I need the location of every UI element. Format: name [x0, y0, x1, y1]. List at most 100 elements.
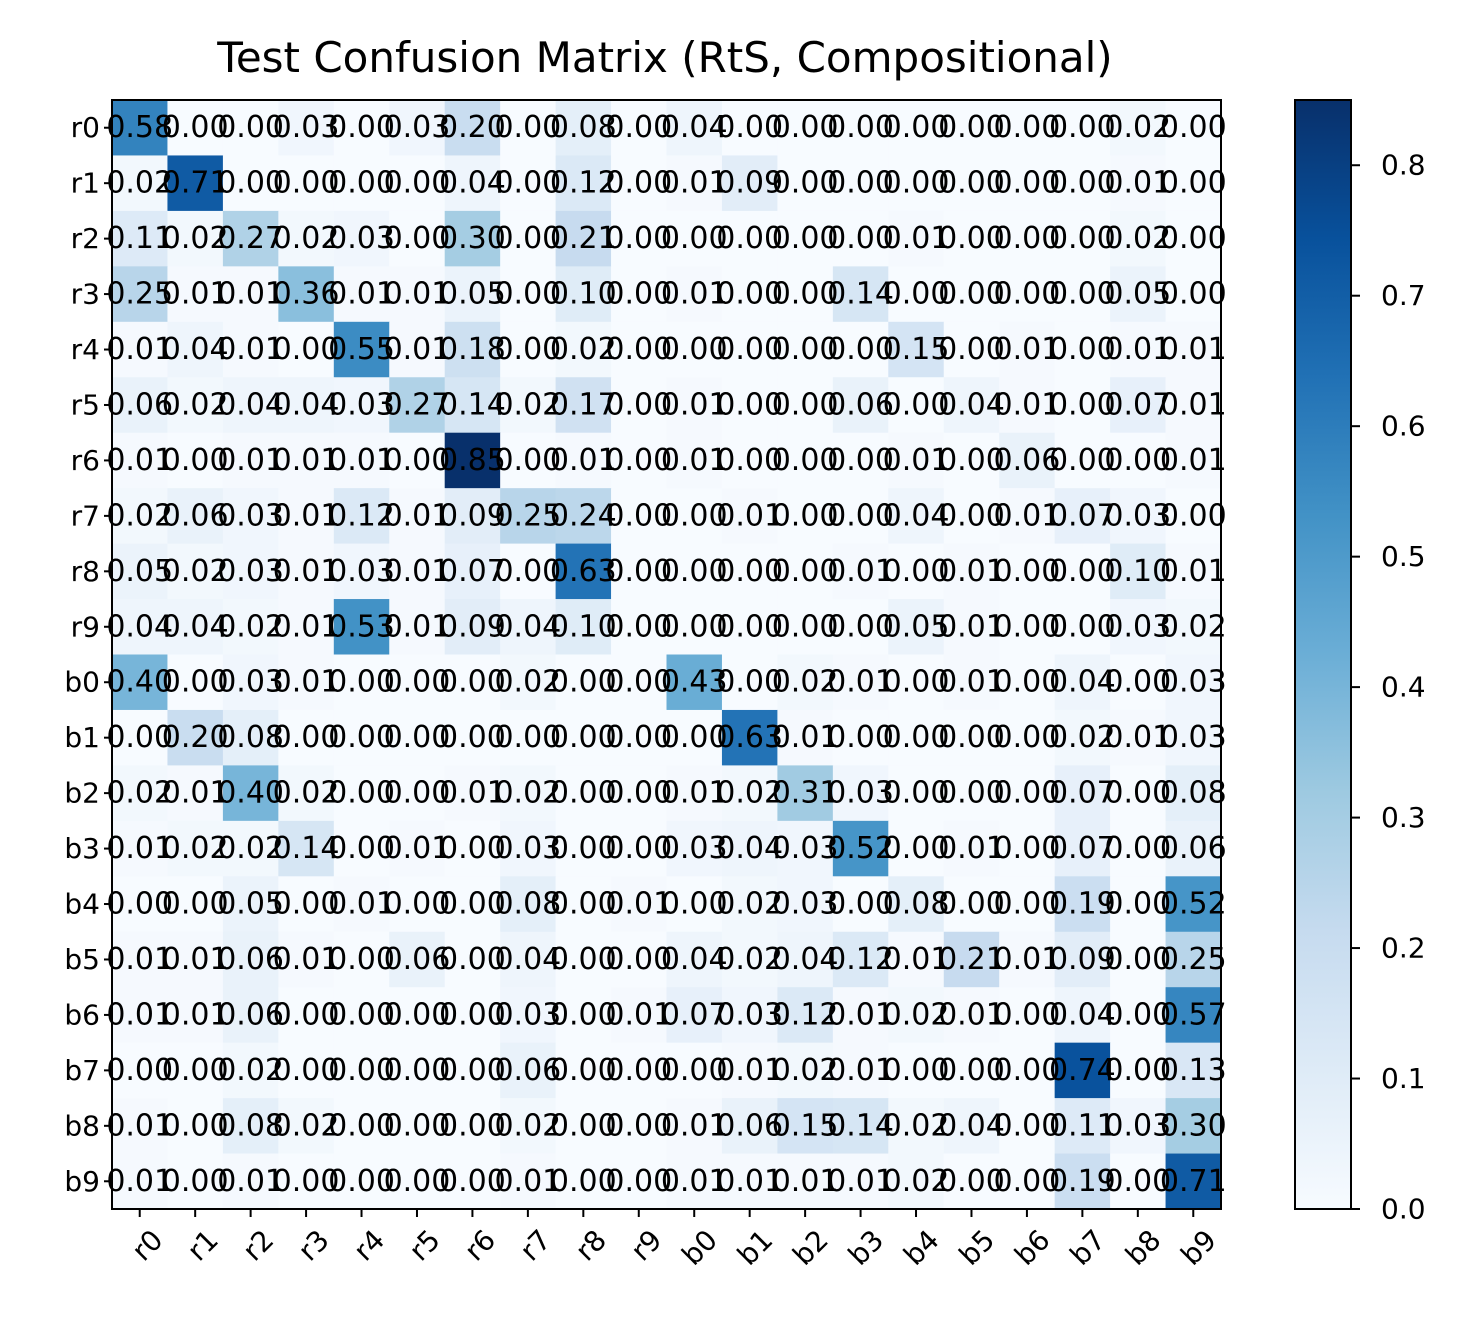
heatmap-cell-r7-b0: [666, 488, 723, 545]
cell-value-label: 0.00: [384, 166, 451, 201]
heatmap-cell-b4-r1: [167, 876, 224, 933]
cell-value-label: 0.01: [994, 332, 1061, 367]
heatmap-cell-b3-r7: [500, 820, 557, 877]
cell-value-label: 0.00: [273, 166, 340, 201]
cell-value-label: 0.01: [217, 1164, 284, 1199]
heatmap-cell-b3-b1: [721, 820, 778, 877]
cell-value-label: 0.08: [217, 720, 284, 755]
cell-value-label: 0.00: [106, 720, 173, 755]
cell-value-label: 0.00: [716, 387, 783, 422]
cell-value-label: 0.00: [273, 1164, 340, 1199]
cell-value-label: 0.03: [384, 110, 451, 145]
heatmap-cell-b5-r8: [555, 931, 612, 988]
heatmap-cell-r0-b5: [943, 100, 1000, 156]
cell-value-label: 0.00: [1104, 1053, 1171, 1088]
heatmap-cell-r7-b6: [999, 488, 1056, 545]
cell-value-label: 0.03: [328, 221, 395, 256]
cell-value-label: 0.02: [494, 387, 561, 422]
heatmap-cell-r2-r7: [500, 210, 557, 267]
cell-value-label: 0.06: [827, 387, 894, 422]
heatmap-cell-b5-r0: [112, 931, 168, 988]
heatmap-cell-r4-r3: [278, 321, 335, 378]
heatmap-cell-b5-b5: [943, 931, 1000, 988]
heatmap-cell-b1-r4: [333, 709, 390, 766]
heatmap-cell-b5-r9: [611, 931, 667, 988]
y-tick-label: r2: [71, 222, 100, 255]
heatmap-cell-r8-b8: [1110, 543, 1167, 600]
heatmap-cell-b0-b5: [943, 654, 1000, 711]
cell-value-label: 0.01: [994, 942, 1061, 977]
heatmap-cell-r8-r3: [278, 543, 335, 600]
cell-value-label: 0.01: [162, 942, 229, 977]
cell-value-label: 0.03: [328, 554, 395, 589]
cell-value-label: 0.04: [938, 387, 1005, 422]
cell-value-label: 0.07: [1049, 498, 1116, 533]
cell-value-label: 0.00: [162, 1164, 229, 1199]
cell-value-label: 0.00: [217, 110, 284, 145]
heatmap-cell-r8-b2: [777, 543, 834, 600]
heatmap-cell-b3-b4: [888, 820, 945, 877]
heatmap-cell-b7-b4: [888, 1042, 945, 1099]
heatmap-cell-b7-b8: [1110, 1042, 1167, 1099]
plot-frame: [111, 99, 1222, 1210]
cell-value-label: 0.00: [494, 277, 561, 312]
heatmap-cell-b7-r0: [112, 1042, 168, 1099]
cell-value-label: 0.01: [162, 277, 229, 312]
heatmap-cell-r2-r4: [333, 210, 390, 267]
heatmap-cell-b6-b4: [888, 987, 945, 1044]
heatmap-cell-b3-b5: [943, 820, 1000, 877]
cell-value-label: 0.00: [494, 221, 561, 256]
x-tick-label: r9: [624, 1223, 668, 1267]
cell-value-label: 0.01: [1160, 554, 1227, 589]
cell-value-label: 0.00: [772, 332, 839, 367]
heatmap-cell-b2-b1: [721, 765, 778, 822]
heatmap-cell-b4-r7: [500, 876, 557, 933]
heatmap-cell-r5-r6: [444, 377, 501, 434]
cell-value-label: 0.01: [883, 221, 950, 256]
cell-value-label: 0.00: [1049, 332, 1116, 367]
heatmap-cell-r9-r4: [333, 599, 390, 655]
cell-value-label: 0.40: [217, 776, 284, 811]
heatmap-cell-r1-b0: [666, 155, 723, 212]
cell-value-label: 0.01: [1104, 332, 1171, 367]
cell-value-label: 0.02: [716, 776, 783, 811]
cell-value-label: 0.00: [162, 665, 229, 700]
cell-value-label: 0.12: [772, 997, 839, 1032]
heatmap-cell-r3-b1: [721, 266, 778, 323]
heatmap-cell-b9-r2: [222, 1153, 279, 1210]
cell-value-label: 0.01: [716, 1164, 783, 1199]
cell-value-label: 0.00: [384, 221, 451, 256]
heatmap-cell-b4-b7: [1054, 876, 1111, 933]
heatmap-cell-b0-b6: [999, 654, 1056, 711]
heatmap-cell-b4-b4: [888, 876, 945, 933]
heatmap-cell-r7-b4: [888, 488, 945, 545]
y-tick-label: b5: [64, 943, 100, 976]
cell-value-label: 0.02: [217, 831, 284, 866]
cell-value-label: 0.04: [494, 609, 561, 644]
cell-value-label: 0.14: [439, 387, 506, 422]
heatmap-cell-r0-b1: [721, 100, 778, 156]
cell-value-label: 0.00: [384, 443, 451, 478]
heatmap-cell-b4-b9: [1165, 876, 1222, 933]
cell-value-label: 0.04: [661, 110, 728, 145]
cell-value-label: 0.00: [439, 831, 506, 866]
cell-value-label: 0.00: [328, 1053, 395, 1088]
cell-value-label: 0.00: [883, 110, 950, 145]
x-tick-label: b4: [897, 1223, 946, 1272]
heatmap-cell-b7-r8: [555, 1042, 612, 1099]
heatmap-cell-r0-r0: [112, 100, 168, 156]
heatmap-cell-b3-r2: [222, 820, 279, 877]
cell-value-label: 0.00: [605, 720, 672, 755]
cell-value-label: 0.00: [1160, 498, 1227, 533]
y-tick-label: r5: [71, 388, 100, 421]
heatmap-cell-b5-b2: [777, 931, 834, 988]
cell-value-label: 0.08: [1160, 776, 1227, 811]
cell-value-label: 0.01: [384, 554, 451, 589]
cell-value-label: 0.00: [994, 166, 1061, 201]
cell-value-label: 0.00: [938, 332, 1005, 367]
heatmap-cell-r4-r8: [555, 321, 612, 378]
heatmap-cell-b2-b7: [1054, 765, 1111, 822]
heatmap-cell-b9-r8: [555, 1153, 612, 1210]
x-axis-ticks: r0 r1 r2 r3 r4 r5 r6 r7 r8 r9 b0 b1 b2 b3 b4 b5 b6 b7 b8 b9: [125, 1209, 1223, 1272]
cell-value-label: 0.02: [494, 1108, 561, 1143]
